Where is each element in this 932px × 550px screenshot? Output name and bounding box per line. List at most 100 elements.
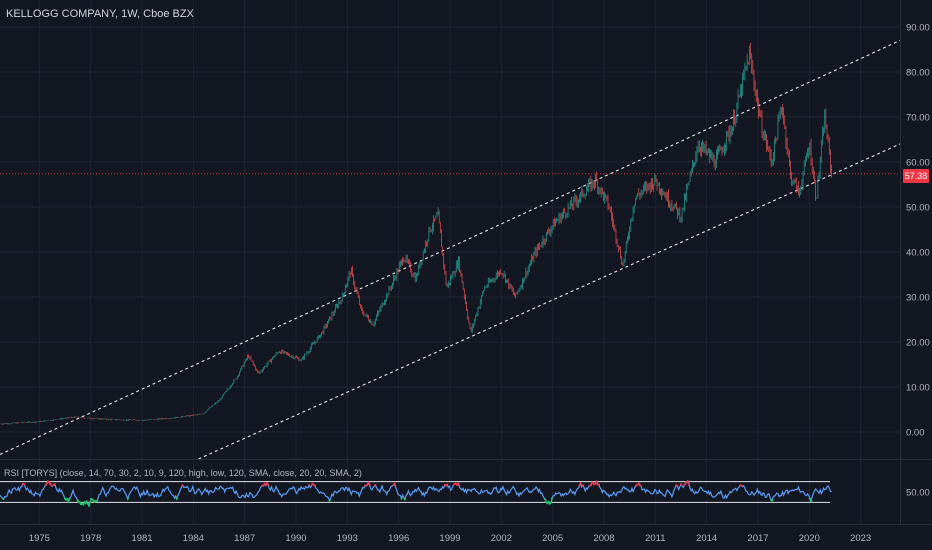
rsi-overbought-mark	[685, 481, 688, 484]
price-tick-label: 80.00	[906, 68, 930, 79]
rsi-overbought-mark	[579, 482, 582, 485]
rsi-overbought-mark	[53, 483, 56, 486]
rsi-overbought-mark	[594, 482, 597, 485]
time-tick-label: 1984	[183, 533, 204, 544]
rsi-oversold-mark	[84, 502, 87, 505]
time-tick-label: 2011	[645, 533, 665, 544]
rsi-oversold-mark	[544, 498, 547, 501]
rsi-overbought-mark	[446, 483, 449, 486]
rsi-overbought-mark	[49, 482, 52, 485]
rsi-oversold-mark	[95, 499, 99, 503]
rsi-oversold-mark	[82, 503, 85, 506]
rsi-line	[0, 479, 832, 508]
chart-title[interactable]: KELLOGG COMPANY, 1W, Cboe BZX	[6, 8, 194, 20]
rsi-oversold-mark	[547, 500, 550, 503]
rsi-overbought-mark	[679, 483, 683, 486]
price-tick-label: 20.00	[906, 338, 930, 349]
rsi-axis[interactable]: 50.00	[906, 488, 930, 499]
time-tick-label: 1981	[131, 533, 152, 544]
rsi-overbought-mark	[589, 484, 592, 487]
rsi-oversold-mark	[68, 497, 71, 501]
price-tick-label: 30.00	[906, 293, 930, 304]
rsi-overbought-mark	[597, 483, 600, 486]
rsi-overbought-mark	[374, 483, 377, 487]
rsi-oversold-mark	[808, 497, 811, 500]
rsi-overbought-mark	[595, 480, 598, 483]
rsi-indicator-label[interactable]: RSI [TORYS] (close, 14, 70, 30, 2, 10, 9…	[4, 468, 362, 478]
time-tick-label: 2008	[593, 533, 614, 544]
time-tick-label: 2002	[491, 533, 512, 544]
time-axis[interactable]: 1975 1978 1981 1984 1987 1990 1993 1996 1999 2002…	[29, 533, 871, 544]
rsi-overbought-mark	[45, 482, 48, 485]
price-tick-label: 40.00	[906, 248, 930, 259]
rsi-overbought-mark	[264, 484, 267, 487]
price-axis[interactable]: 90.00 80.00 70.00 60.00 50.00 40.00 30.00 20.00…	[906, 23, 930, 439]
price-tick-label: 70.00	[906, 113, 930, 124]
rsi-overbought-mark	[261, 484, 264, 487]
rsi-oversold-mark	[89, 500, 92, 504]
rsi-overbought-mark	[581, 484, 584, 487]
rsi-overbought-mark	[50, 484, 53, 487]
rsi-overbought-mark	[368, 483, 371, 486]
rsi-overbought-mark	[683, 483, 686, 487]
rsi-oversold-mark	[66, 497, 69, 500]
time-tick-label: 1975	[29, 533, 50, 544]
rsi-oversold-mark	[2, 497, 5, 501]
time-tick-label: 1999	[439, 533, 460, 544]
price-tick-label: 60.00	[906, 158, 930, 169]
trend-line	[198, 143, 901, 460]
rsi-overbought-mark	[740, 484, 743, 487]
rsi-overbought-mark	[22, 483, 26, 486]
rsi-overbought-mark	[638, 483, 642, 487]
rsi-oversold-mark	[67, 500, 70, 503]
rsi-oversold-mark	[87, 504, 91, 507]
rsi-overbought-mark	[308, 483, 311, 487]
rsi-overbought-mark	[44, 484, 47, 487]
time-tick-label: 1993	[337, 533, 358, 544]
rsi-overbought-mark	[457, 482, 460, 485]
rsi-overbought-mark	[456, 484, 459, 487]
time-tick-label: 2014	[696, 533, 717, 544]
time-tick-label: 2020	[799, 533, 820, 544]
rsi-oversold-mark	[328, 499, 331, 502]
rsi-oversold-mark	[809, 499, 813, 503]
grid-lines	[0, 0, 900, 524]
time-tick-label: 1978	[80, 533, 101, 544]
rsi-overbought-mark	[687, 483, 691, 486]
price-tick-label: 10.00	[906, 383, 930, 394]
time-tick-label: 1987	[234, 533, 255, 544]
time-tick-label: 1990	[285, 533, 306, 544]
trend-lines[interactable]	[0, 40, 901, 460]
rsi-overbought-mark	[366, 483, 369, 487]
rsi-overbought-mark	[313, 484, 316, 487]
rsi-tick-label: 50.00	[906, 488, 930, 499]
time-tick-label: 2017	[747, 533, 768, 544]
rsi-overbought-mark	[578, 484, 581, 487]
rsi-oversold-mark	[76, 499, 79, 502]
rsi-overbought-mark	[181, 484, 184, 487]
rsi-overbought-mark	[266, 483, 270, 486]
rsi-overbought-mark	[675, 483, 678, 487]
rsi-oversold-mark	[771, 499, 774, 502]
price-candles	[0, 42, 832, 425]
rsi-overbought-mark	[367, 481, 370, 484]
rsi-oversold-mark	[175, 497, 178, 500]
rsi-oversold-mark	[400, 497, 403, 500]
rsi-overbought-mark	[637, 482, 640, 485]
price-tick-label: 0.00	[906, 428, 925, 439]
time-tick-label: 2005	[542, 533, 563, 544]
rsi-overbought-mark	[686, 480, 689, 483]
last-price-badge: 57.38	[903, 169, 929, 183]
rsi-oversold-mark	[403, 498, 407, 501]
rsi-oversold-mark	[78, 501, 81, 504]
rsi-oversold-mark	[550, 497, 554, 500]
rsi-oversold-mark	[85, 500, 88, 503]
rsi-oversold-mark	[549, 501, 553, 504]
rsi-oversold-mark	[86, 502, 89, 505]
time-tick-label: 1996	[388, 533, 409, 544]
rsi-oversold-mark	[126, 497, 129, 500]
rsi-overbought-mark	[393, 482, 396, 485]
price-tick-label: 90.00	[906, 23, 930, 34]
price-tick-label: 50.00	[906, 203, 930, 214]
